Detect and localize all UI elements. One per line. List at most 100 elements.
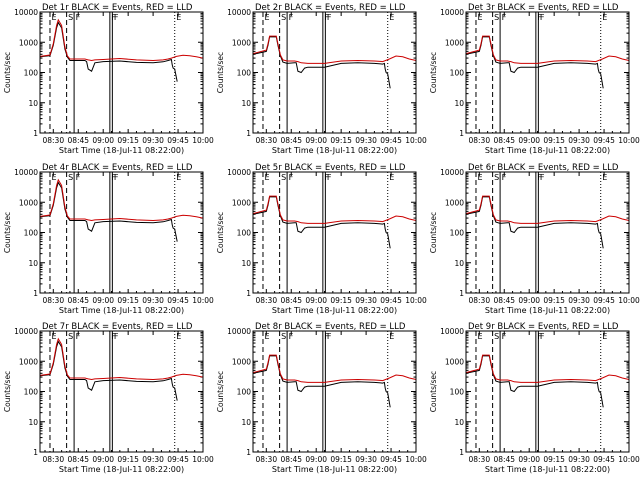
y-tick-label: 10 — [241, 99, 251, 108]
x-tick-label: 09:45 — [380, 455, 402, 464]
panel-title: Det 5r BLACK = Events, RED = LLD — [255, 163, 406, 173]
marker-label: S — [494, 332, 499, 341]
y-tick-label: 10 — [28, 259, 38, 268]
x-axis-label: Start Time (18-Jul-11 08:22:00) — [59, 306, 184, 315]
x-tick-label: 09:30 — [142, 136, 164, 145]
marker-label: E — [477, 332, 482, 341]
marker-label: F — [289, 173, 294, 182]
y-tick-label: 1 — [246, 448, 251, 457]
x-tick-label: 09:30 — [142, 455, 164, 464]
y-tick-label: 1000 — [445, 357, 464, 366]
panel-title: Det 7r BLACK = Events, RED = LLD — [42, 322, 193, 332]
y-tick-label: 100 — [450, 229, 465, 238]
marker-label: E — [602, 13, 607, 22]
x-tick-label: 09:00 — [518, 136, 540, 145]
panel-det-1: Det 1r BLACK = Events, RED = LLD 08:30 08:… — [3, 3, 214, 155]
marker-label: F — [327, 13, 332, 22]
x-tick-label: 10:00 — [618, 296, 640, 305]
marker-label: E — [51, 332, 56, 341]
marker-label: F — [114, 173, 119, 182]
panel-det-4: Det 4r BLACK = Events, RED = LLD 08:30 08:… — [3, 163, 214, 315]
x-tick-label: 10:00 — [405, 455, 427, 464]
marker-label: E — [389, 173, 394, 182]
x-tick-label: 10:00 — [192, 136, 214, 145]
x-tick-label: 09:45 — [380, 136, 402, 145]
x-tick-label: 08:45 — [280, 455, 302, 464]
x-tick-label: 10:00 — [618, 455, 640, 464]
series-line-events — [39, 21, 178, 82]
plot-frame — [39, 11, 204, 134]
x-tick-label: 08:30 — [42, 296, 64, 305]
series-line-lld — [465, 35, 630, 64]
y-axis-label: Counts/sec — [429, 52, 438, 93]
x-tick-label: 09:00 — [92, 455, 114, 464]
panel-title: Det 9r BLACK = Events, RED = LLD — [468, 322, 619, 332]
plot-frame — [465, 171, 630, 294]
y-tick-label: 10000 — [14, 168, 38, 177]
y-tick-label: 10000 — [14, 8, 38, 17]
marker-label: F — [540, 13, 545, 22]
plot-frame — [39, 171, 204, 294]
x-tick-label: 08:45 — [493, 136, 515, 145]
marker-label: F — [327, 173, 332, 182]
series-line-events — [252, 196, 391, 249]
x-tick-label: 09:45 — [593, 136, 615, 145]
x-tick-label: 09:30 — [355, 455, 377, 464]
x-tick-label: 09:15 — [117, 455, 139, 464]
y-tick-label: 100 — [450, 388, 465, 397]
series-line-lld — [39, 18, 204, 62]
marker-label: E — [477, 173, 482, 182]
x-tick-label: 09:15 — [543, 136, 565, 145]
x-tick-label: 10:00 — [192, 455, 214, 464]
y-tick-label: 1 — [246, 289, 251, 298]
x-tick-label: 10:00 — [405, 296, 427, 305]
marker-label: E — [602, 173, 607, 182]
y-axis-label: Counts/sec — [429, 371, 438, 412]
series-line-events — [39, 340, 178, 401]
x-axis-label: Start Time (18-Jul-11 08:22:00) — [272, 465, 397, 474]
marker-label: F — [111, 13, 116, 22]
plot-frame — [252, 11, 417, 134]
panel-title: Det 6r BLACK = Events, RED = LLD — [468, 163, 619, 173]
x-tick-label: 09:00 — [305, 455, 327, 464]
x-tick-label: 08:45 — [493, 296, 515, 305]
marker-label: E — [477, 13, 482, 22]
y-tick-label: 10 — [241, 418, 251, 427]
y-axis-label: Counts/sec — [429, 212, 438, 253]
panel-det-5: Det 5r BLACK = Events, RED = LLD 08:30 08:… — [216, 163, 427, 315]
plot-frame — [465, 11, 630, 134]
x-tick-label: 08:45 — [67, 455, 89, 464]
y-tick-label: 1000 — [232, 357, 251, 366]
x-tick-label: 09:15 — [543, 455, 565, 464]
x-tick-label: 10:00 — [192, 296, 214, 305]
x-tick-label: 09:00 — [92, 136, 114, 145]
x-tick-label: 10:00 — [405, 136, 427, 145]
marker-label: F — [327, 332, 332, 341]
x-tick-label: 09:30 — [355, 296, 377, 305]
y-tick-label: 10 — [28, 418, 38, 427]
x-tick-label: 09:45 — [167, 296, 189, 305]
y-tick-label: 10 — [241, 259, 251, 268]
y-tick-label: 1 — [246, 129, 251, 138]
x-axis-label: Start Time (18-Jul-11 08:22:00) — [485, 146, 610, 155]
marker-label: F — [537, 13, 542, 22]
x-tick-label: 08:30 — [468, 455, 490, 464]
y-tick-label: 10 — [454, 259, 464, 268]
series-line-events — [465, 355, 604, 408]
plot-frame — [252, 330, 417, 453]
y-tick-label: 10000 — [440, 168, 464, 177]
series-line-events — [252, 355, 391, 408]
y-tick-label: 100 — [24, 229, 39, 238]
y-tick-label: 10000 — [227, 8, 251, 17]
y-tick-label: 1000 — [445, 198, 464, 207]
x-axis-label: Start Time (18-Jul-11 08:22:00) — [485, 306, 610, 315]
y-tick-label: 10000 — [227, 327, 251, 336]
series-line-lld — [39, 178, 204, 222]
y-tick-label: 1000 — [19, 198, 38, 207]
x-tick-label: 09:00 — [305, 296, 327, 305]
y-tick-label: 10000 — [440, 8, 464, 17]
x-tick-label: 09:15 — [543, 296, 565, 305]
marker-label: S — [68, 332, 73, 341]
y-tick-label: 10000 — [440, 327, 464, 336]
